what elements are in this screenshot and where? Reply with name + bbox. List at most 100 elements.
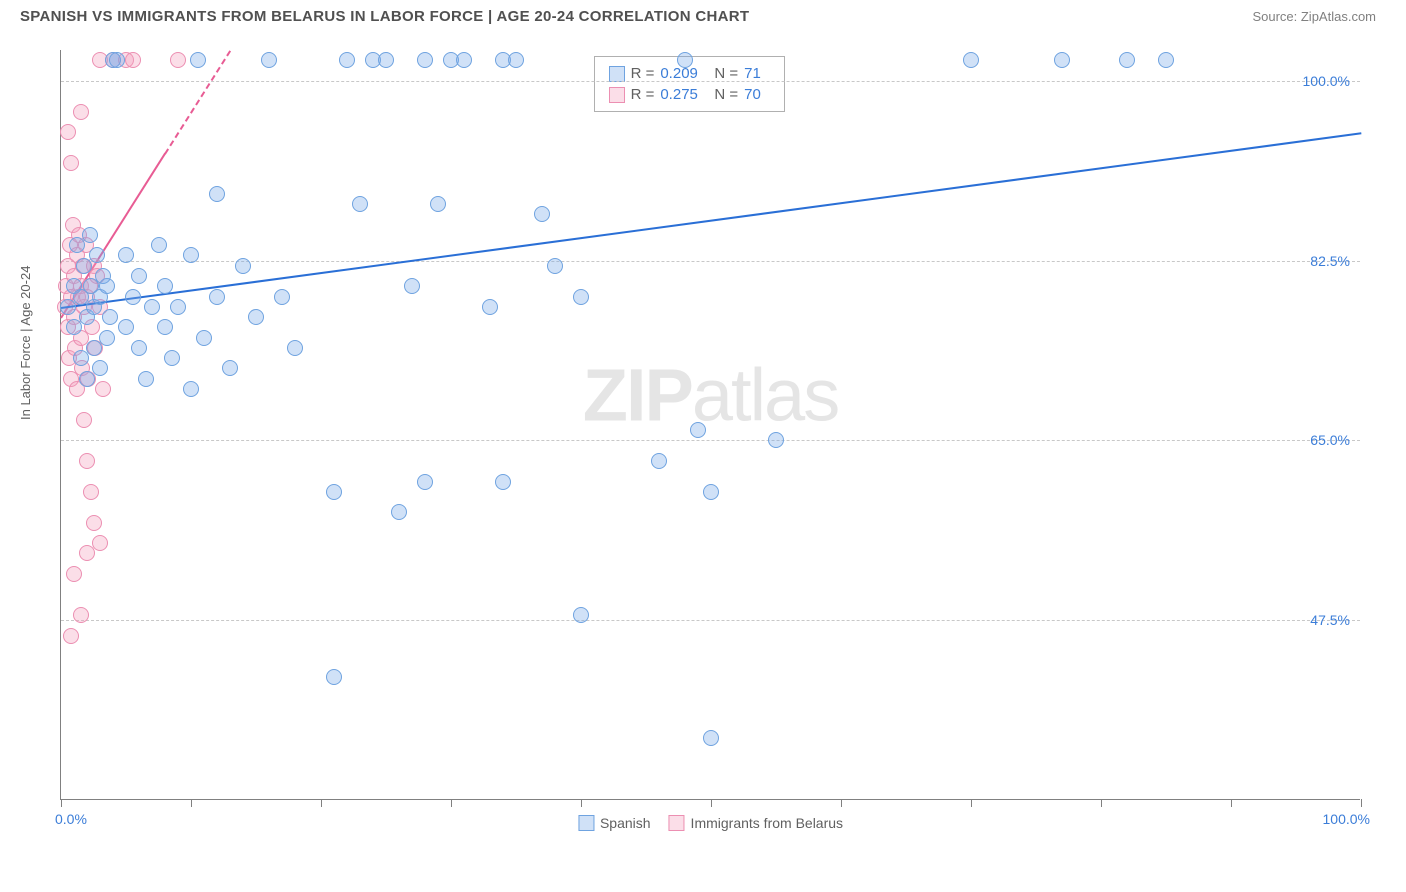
data-point [76,412,92,428]
data-point [183,381,199,397]
gridline [61,261,1360,262]
data-point [131,268,147,284]
data-point [170,299,186,315]
data-point [66,566,82,582]
x-tick [191,799,192,807]
data-point [339,52,355,68]
x-tick [1361,799,1362,807]
data-point [573,607,589,623]
data-point [190,52,206,68]
watermark-atlas: atlas [692,353,838,436]
data-point [690,422,706,438]
data-point [83,484,99,500]
data-point [92,360,108,376]
data-point [456,52,472,68]
data-point [73,607,89,623]
legend-row: R =0.275N =70 [609,84,771,105]
watermark: ZIPatlas [583,352,838,437]
data-point [118,247,134,263]
data-point [131,340,147,356]
data-point [79,545,95,561]
x-tick [841,799,842,807]
y-tick-label: 65.0% [1310,432,1350,448]
data-point [209,186,225,202]
data-point [222,360,238,376]
data-point [63,155,79,171]
data-point [170,52,186,68]
data-point [261,52,277,68]
data-point [235,258,251,274]
data-point [703,730,719,746]
legend-n-value: 71 [744,65,770,82]
gridline [61,81,1360,82]
legend-item: Spanish [578,815,651,831]
data-point [430,196,446,212]
x-tick [1101,799,1102,807]
data-point [274,289,290,305]
data-point [144,299,160,315]
x-axis-max-label: 100.0% [1323,811,1370,827]
data-point [482,299,498,315]
header: SPANISH VS IMMIGRANTS FROM BELARUS IN LA… [0,0,1406,33]
regression-line [61,132,1361,309]
legend-r-label: R = [631,65,655,82]
data-point [417,474,433,490]
legend-r-value: 0.275 [660,86,708,103]
data-point [703,484,719,500]
data-point [1119,52,1135,68]
data-point [151,237,167,253]
y-tick-label: 82.5% [1310,253,1350,269]
data-point [326,669,342,685]
data-point [125,52,141,68]
y-tick-label: 100.0% [1303,73,1350,89]
legend-item: Immigrants from Belarus [669,815,843,831]
data-point [73,104,89,120]
data-point [404,278,420,294]
legend-n-label: N = [714,86,738,103]
data-point [417,52,433,68]
data-point [109,52,125,68]
data-point [89,247,105,263]
data-point [95,381,111,397]
data-point [651,453,667,469]
legend-n-label: N = [714,65,738,82]
gridline [61,440,1360,441]
data-point [573,289,589,305]
data-point [534,206,550,222]
y-axis-label: In Labor Force | Age 20-24 [18,266,33,420]
data-point [118,319,134,335]
x-tick [581,799,582,807]
data-point [196,330,212,346]
data-point [326,484,342,500]
data-point [378,52,394,68]
data-point [79,453,95,469]
x-tick [61,799,62,807]
data-point [183,247,199,263]
data-point [102,309,118,325]
data-point [157,319,173,335]
x-tick [711,799,712,807]
x-tick [451,799,452,807]
data-point [495,474,511,490]
x-tick [321,799,322,807]
data-point [99,330,115,346]
data-point [352,196,368,212]
data-point [248,309,264,325]
legend-series-label: Immigrants from Belarus [691,815,843,831]
data-point [60,124,76,140]
legend-n-value: 70 [744,86,770,103]
data-point [125,289,141,305]
chart-title: SPANISH VS IMMIGRANTS FROM BELARUS IN LA… [20,8,749,25]
data-point [391,504,407,520]
legend-swatch [609,87,625,103]
data-point [768,432,784,448]
data-point [99,278,115,294]
scatter-chart: ZIPatlas R =0.209N =71R =0.275N =70 0.0%… [60,50,1360,800]
x-tick [971,799,972,807]
data-point [164,350,180,366]
legend-swatch [578,815,594,831]
data-point [508,52,524,68]
legend-series-label: Spanish [600,815,651,831]
data-point [157,278,173,294]
x-axis-min-label: 0.0% [55,811,87,827]
